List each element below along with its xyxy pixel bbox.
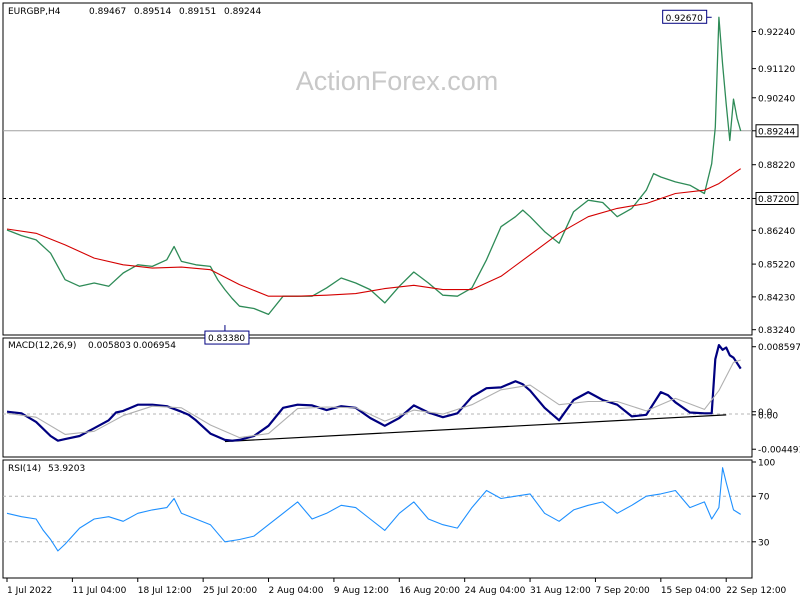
open-value: 0.89467 (89, 7, 126, 17)
y-tick-label: 0.89244 (758, 127, 795, 137)
y-tick-label: 0.85220 (758, 261, 795, 271)
series-line-signal (6, 359, 741, 439)
rsi-header: RSI(14) 53.9203 (8, 464, 85, 474)
series-line-macd (6, 344, 742, 442)
annotation-box (204, 330, 250, 345)
macd-label: MACD(12,26,9) (8, 341, 76, 351)
rsi-plot: 100 70 30 (3, 459, 775, 552)
x-tick-label: 7 Sep 20:00 (595, 586, 650, 596)
macd-value: 0.005803 (88, 341, 131, 351)
series-line-price (6, 16, 742, 316)
x-tick-label: 25 Jul 20:00 (203, 586, 257, 596)
y-tick-label: 0.91120 (758, 65, 795, 75)
y-tick-label: 0.86240 (758, 227, 795, 237)
rsi-label: RSI(14) (8, 464, 41, 474)
close-value: 0.89244 (224, 7, 261, 17)
price-tag-box (755, 191, 799, 205)
macd-panel (2, 337, 753, 458)
x-tick-label: 15 Sep 04:00 (661, 586, 721, 596)
price-header: EURGBP,H4 0.89467 0.89514 0.89151 0.8924… (8, 7, 261, 17)
y-tick-label: 0.88220 (758, 161, 795, 171)
series-line-rsi (6, 467, 741, 552)
signal-value: 0.006954 (133, 341, 176, 351)
watermark: ActionForex.com (296, 66, 499, 96)
price-annotation: 0.83380 (204, 325, 250, 345)
y-tick-label: 0.90240 (758, 94, 795, 104)
price-plot: 0.92240 0.91120 0.90240 0.89244 0.88220 0.872… (3, 9, 799, 345)
y-tick-label: 0.00 (758, 411, 778, 421)
x-tick-label: 1 Jul 2022 (7, 586, 52, 596)
y-tick-label: 0.84230 (758, 293, 795, 303)
y-tick-label: 70 (758, 493, 770, 503)
price-panel (2, 2, 753, 336)
y-tick-label: 0.0 (758, 408, 773, 418)
y-tick-label: 100 (758, 459, 775, 469)
annotation-label: 0.83380 (208, 334, 245, 344)
series-line-moving-average (6, 168, 742, 297)
price-annotation: 0.92670 (662, 9, 712, 24)
macd-plot: 0.008597 0.00.00 -0.004491 (3, 343, 800, 456)
x-axis: 1 Jul 2022 11 Jul 04:00 18 Jul 12:00 25 Jul… (6, 578, 787, 596)
x-tick-label: 11 Jul 04:00 (72, 586, 126, 596)
x-tick-label: 31 Aug 12:00 (530, 586, 591, 596)
y-tick-label: 0.008597 (758, 343, 800, 353)
x-tick-label: 24 Aug 04:00 (465, 586, 526, 596)
x-tick-label: 16 Aug 20:00 (399, 586, 460, 596)
rsi-value: 53.9203 (48, 464, 85, 474)
x-tick-label: 18 Jul 12:00 (138, 586, 192, 596)
price-tag-box (755, 124, 799, 138)
y-tick-label: 30 (758, 538, 770, 548)
low-value: 0.89151 (179, 7, 216, 17)
x-tick-label: 9 Aug 12:00 (334, 586, 389, 596)
y-tick-label: -0.004491 (758, 446, 800, 456)
y-tick-label: 0.87200 (758, 195, 795, 205)
y-tick-label: 0.83240 (758, 326, 795, 336)
macd-header: MACD(12,26,9) 0.005803 0.006954 (8, 341, 176, 351)
annotation-label: 0.92670 (666, 14, 703, 24)
high-value: 0.89514 (134, 7, 171, 17)
x-tick-label: 2 Aug 04:00 (269, 586, 324, 596)
x-tick-label: 22 Sep 12:00 (726, 586, 786, 596)
y-tick-label: 0.92240 (758, 28, 795, 38)
symbol-label: EURGBP,H4 (8, 7, 61, 17)
trendline (224, 414, 727, 443)
